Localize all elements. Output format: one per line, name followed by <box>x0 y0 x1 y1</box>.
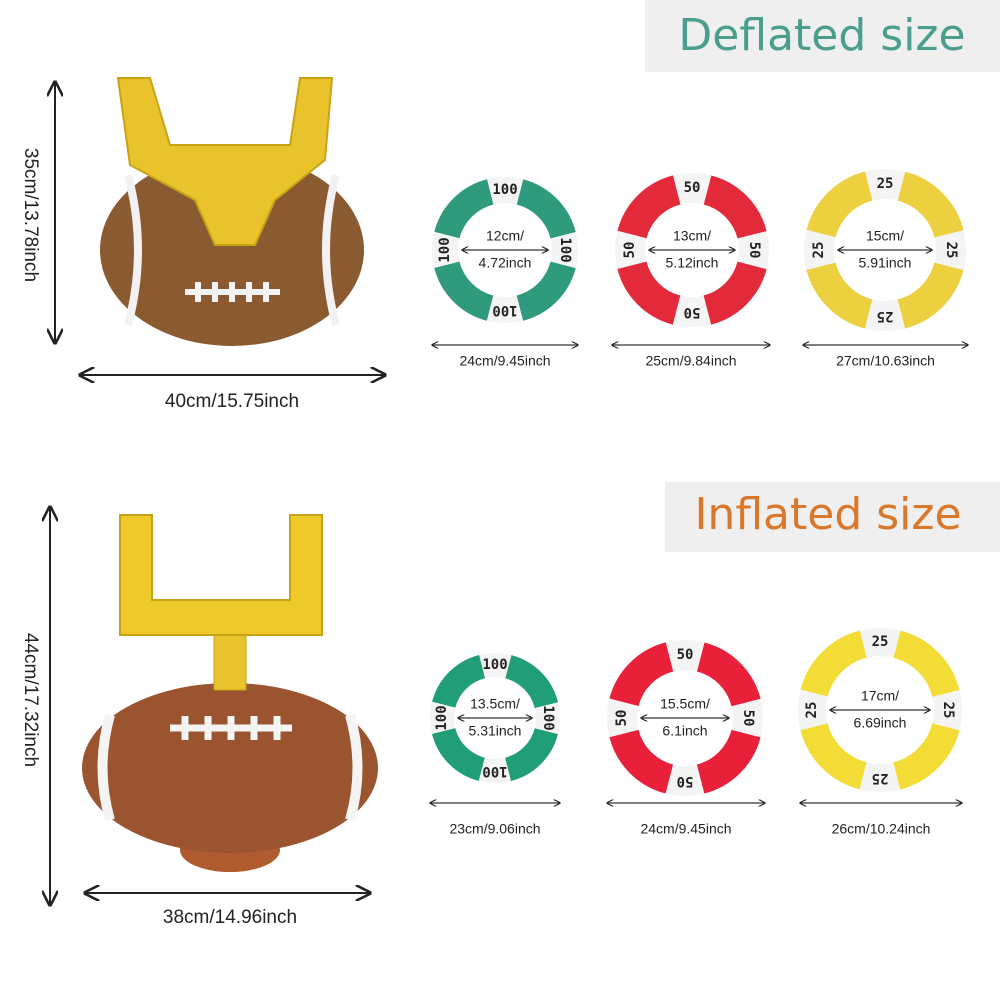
ring-base <box>615 173 769 327</box>
ring-score: 100 <box>492 182 517 198</box>
ring-score: 100 <box>482 763 507 779</box>
height-label: 44cm/17.32inch <box>20 633 41 767</box>
inner-size: 17cm/ <box>861 688 899 704</box>
inner-size: 12cm/ <box>486 228 524 244</box>
inner-size: 5.31inch <box>469 723 522 739</box>
ring-base <box>804 169 966 331</box>
ring-score: 50 <box>684 304 701 320</box>
section-title: Inflated size <box>694 489 961 540</box>
inner-size: 6.69inch <box>854 715 907 731</box>
ring-score: 100 <box>557 237 573 262</box>
ring-score: 50 <box>622 242 638 259</box>
ring-score: 50 <box>614 710 630 727</box>
ring-score: 50 <box>677 647 694 663</box>
ring-score: 100 <box>434 705 450 730</box>
ring-score: 50 <box>684 180 701 196</box>
outer-size: 27cm/10.63inch <box>836 353 935 369</box>
outer-size: 23cm/9.06inch <box>449 821 540 837</box>
ring-score: 100 <box>437 237 453 262</box>
outer-size: 24cm/9.45inch <box>640 821 731 837</box>
inner-size: 13.5cm/ <box>470 696 520 712</box>
height-label: 35cm/13.78inch <box>20 148 41 282</box>
ring-score: 25 <box>877 176 894 192</box>
inflated-football <box>82 514 378 872</box>
outer-size: 26cm/10.24inch <box>832 821 931 837</box>
inner-size: 15cm/ <box>866 228 904 244</box>
inner-size: 15.5cm/ <box>660 696 710 712</box>
outer-size: 25cm/9.84inch <box>645 353 736 369</box>
ring-score: 25 <box>804 702 820 719</box>
deflated-football <box>100 77 364 346</box>
inner-size: 5.91inch <box>859 255 912 271</box>
ring-base <box>607 640 763 796</box>
ring-score: 100 <box>482 657 507 673</box>
inner-size: 5.12inch <box>666 255 719 271</box>
ring-score: 25 <box>877 308 894 324</box>
ring-score: 100 <box>492 302 517 318</box>
width-label: 40cm/15.75inch <box>165 391 299 412</box>
ring-score: 25 <box>872 770 889 786</box>
ring-score: 50 <box>677 773 694 789</box>
ring-base <box>430 653 560 783</box>
ring-score: 25 <box>811 242 827 259</box>
title-banner <box>645 0 1000 72</box>
ring-base <box>432 177 578 323</box>
inner-size: 6.1inch <box>662 723 707 739</box>
section-title: Deflated size <box>678 10 965 61</box>
ring-score: 50 <box>740 710 756 727</box>
ring-score: 25 <box>943 242 959 259</box>
title-banner <box>665 482 1000 552</box>
ring-score: 50 <box>746 242 762 259</box>
inner-size: 4.72inch <box>479 255 532 271</box>
inner-size: 13cm/ <box>673 228 711 244</box>
ring-score: 25 <box>872 634 889 650</box>
ring-score: 100 <box>540 705 556 730</box>
ring-base <box>798 628 962 792</box>
outer-size: 24cm/9.45inch <box>459 353 550 369</box>
width-label: 38cm/14.96inch <box>163 907 297 928</box>
ring-score: 25 <box>940 702 956 719</box>
